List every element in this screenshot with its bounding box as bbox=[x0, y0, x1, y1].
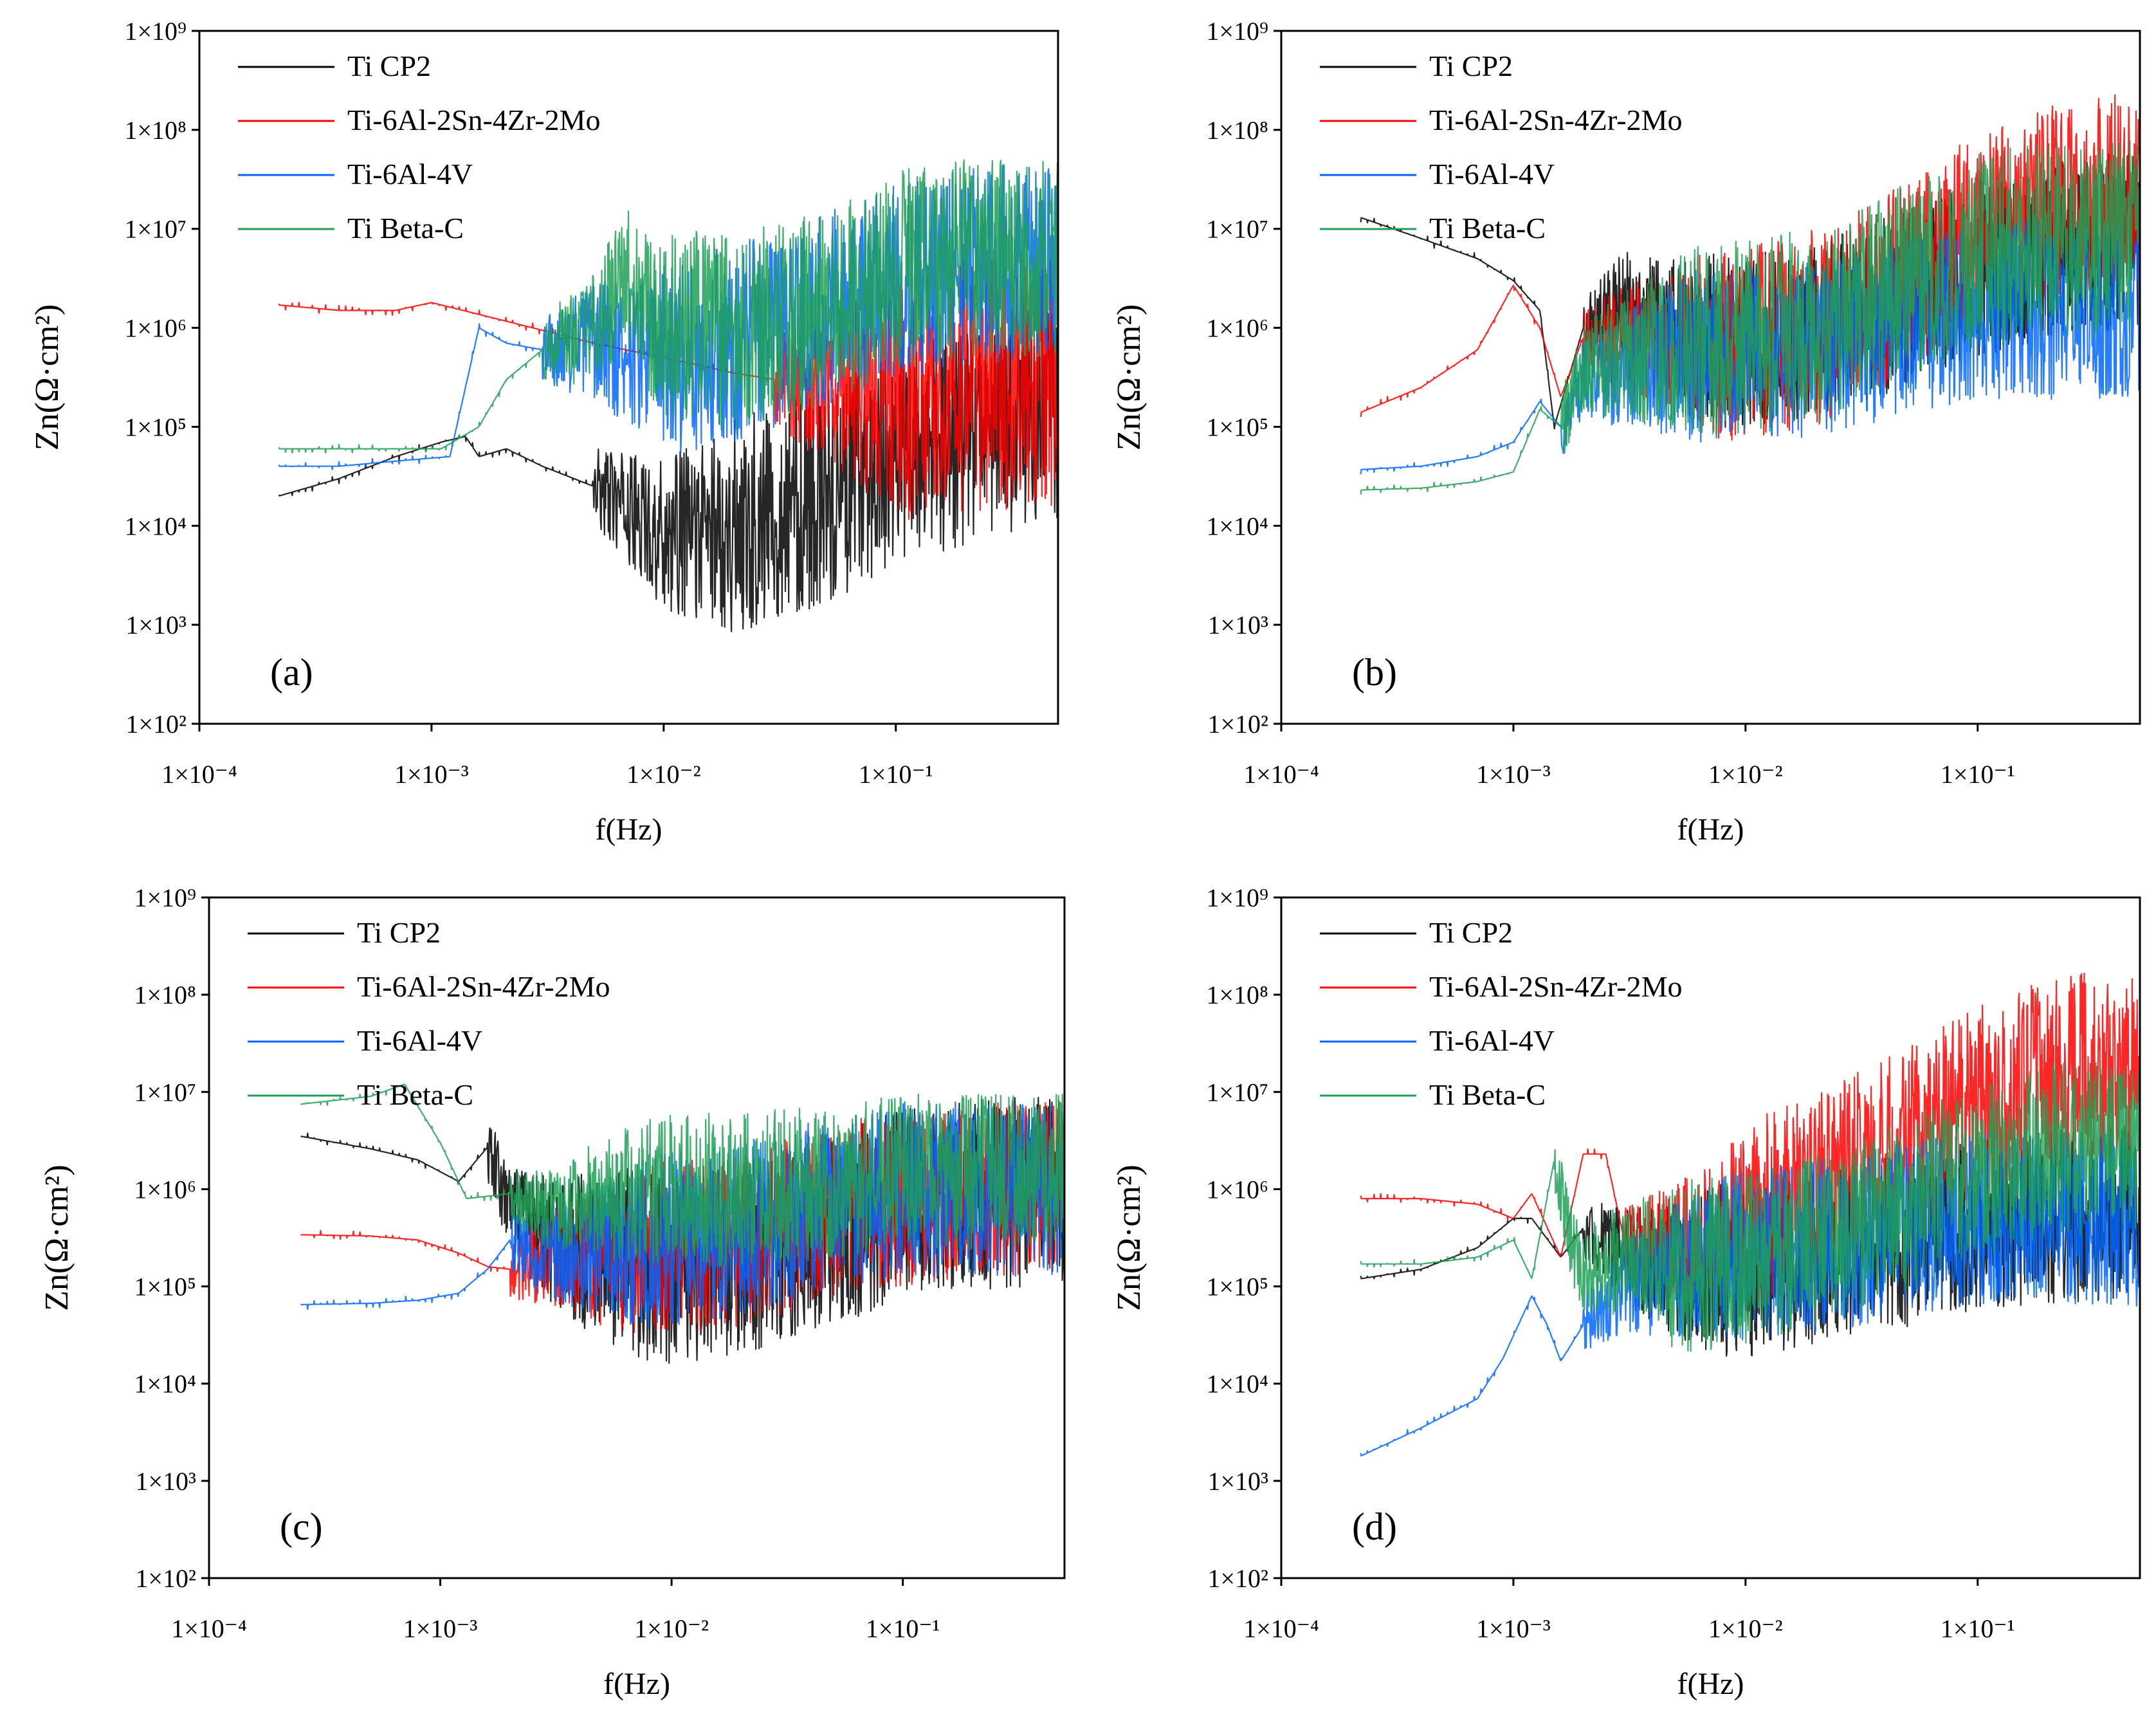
x-axis-title: f(Hz) bbox=[1677, 813, 1744, 847]
panel-a-chart: 1×10² 1×10³ 1×10⁴ 1×10⁵ 1×10⁶ 1×10⁷ 1×10⁸ 1×10⁹… bbox=[29, 17, 1059, 847]
panel-letter: (b) bbox=[1352, 651, 1397, 694]
y-tick-label: 1×10² bbox=[1207, 710, 1268, 739]
series-group bbox=[1360, 94, 2140, 495]
series-line-ti-beta-c bbox=[1360, 1056, 2140, 1352]
series-line-ti-beta-c bbox=[278, 159, 1058, 454]
legend-label: Ti-6Al-4V bbox=[347, 158, 473, 190]
y-tick-label: 1×10² bbox=[135, 1564, 196, 1593]
series-line-ti-beta-c bbox=[300, 1083, 1064, 1267]
y-tick-label: 1×10⁴ bbox=[124, 511, 187, 540]
panel-letter: (a) bbox=[270, 651, 313, 694]
x-tick-label: 1×10⁻³ bbox=[394, 760, 469, 789]
y-tick-label: 1×10⁹ bbox=[124, 17, 187, 46]
x-tick-label: 1×10⁻² bbox=[1708, 1614, 1783, 1643]
legend-label: Ti Beta-C bbox=[1429, 212, 1546, 244]
legend-label: Ti-6Al-2Sn-4Zr-2Mo bbox=[1429, 104, 1683, 136]
x-tick-label: 1×10⁻¹ bbox=[1941, 760, 2015, 789]
y-axis-title: Zn(Ω·cm²) bbox=[1111, 1164, 1147, 1310]
y-tick-label: 1×10² bbox=[1207, 1564, 1268, 1593]
y-tick-label: 1×10⁵ bbox=[1206, 412, 1268, 441]
legend-label: Ti-6Al-2Sn-4Zr-2Mo bbox=[1429, 970, 1683, 1003]
y-tick-label: 1×10⁵ bbox=[124, 412, 187, 441]
legend-label: Ti Beta-C bbox=[357, 1078, 473, 1111]
legend-label: Ti-6Al-2Sn-4Zr-2Mo bbox=[357, 970, 610, 1003]
y-tick-label: 1×10⁷ bbox=[1206, 215, 1268, 244]
x-tick-label: 1×10⁻² bbox=[626, 760, 701, 789]
legend-label: Ti-6Al-4V bbox=[1429, 1024, 1555, 1057]
x-tick-label: 1×10⁻⁴ bbox=[1243, 760, 1319, 789]
legend-label: Ti CP2 bbox=[1429, 50, 1513, 82]
y-tick-label: 1×10⁸ bbox=[1206, 116, 1268, 145]
x-axis-title: f(Hz) bbox=[1677, 1667, 1744, 1701]
y-tick-label: 1×10⁷ bbox=[134, 1078, 196, 1107]
y-tick-label: 1×10³ bbox=[1207, 1467, 1268, 1496]
y-tick-label: 1×10³ bbox=[125, 611, 187, 639]
y-tick-label: 1×10⁸ bbox=[1206, 980, 1268, 1009]
plot-area-frame bbox=[1280, 896, 2141, 1579]
series-line-ti-6al-2sn-4zr-2mo bbox=[1360, 972, 2140, 1303]
series-group bbox=[1360, 972, 2140, 1457]
y-tick-label: 1×10⁹ bbox=[1206, 883, 1268, 912]
y-axis-title: Zn(Ω·cm²) bbox=[39, 1164, 75, 1310]
x-tick-label: 1×10⁻¹ bbox=[1941, 1614, 2015, 1643]
x-tick-label: 1×10⁻³ bbox=[403, 1614, 478, 1643]
y-tick-label: 1×10⁸ bbox=[124, 116, 187, 145]
y-tick-label: 1×10⁸ bbox=[134, 980, 196, 1009]
x-tick-label: 1×10⁻¹ bbox=[866, 1614, 940, 1643]
panel-d-chart: 1×10² 1×10³ 1×10⁴ 1×10⁵ 1×10⁶ 1×10⁷ 1×10⁸ 1×10⁹… bbox=[1111, 883, 2141, 1701]
y-tick-label: 1×10⁶ bbox=[134, 1175, 196, 1204]
y-tick-label: 1×10⁵ bbox=[134, 1273, 196, 1301]
panel-b-chart: 1×10² 1×10³ 1×10⁴ 1×10⁵ 1×10⁶ 1×10⁷ 1×10⁸ 1×10⁹… bbox=[1111, 17, 2141, 847]
panel-letter: (d) bbox=[1352, 1505, 1397, 1548]
x-axis-title: f(Hz) bbox=[596, 813, 662, 847]
y-tick-label: 1×10⁴ bbox=[134, 1370, 196, 1399]
series-group bbox=[278, 159, 1058, 632]
x-tick-label: 1×10⁻⁴ bbox=[171, 1614, 247, 1643]
plot-area-frame bbox=[198, 30, 1059, 725]
x-tick-label: 1×10⁻³ bbox=[1476, 1614, 1551, 1643]
legend-label: Ti CP2 bbox=[347, 50, 431, 82]
x-tick-label: 1×10⁻⁴ bbox=[1243, 1614, 1319, 1643]
y-tick-label: 1×10⁴ bbox=[1206, 511, 1268, 540]
legend-label: Ti Beta-C bbox=[1429, 1078, 1546, 1111]
legend-label: Ti CP2 bbox=[357, 916, 441, 949]
y-axis-title: Zn(Ω·cm²) bbox=[1111, 304, 1147, 450]
legend-label: Ti-6Al-4V bbox=[357, 1024, 482, 1057]
y-tick-label: 1×10³ bbox=[135, 1467, 196, 1496]
legend-label: Ti Beta-C bbox=[347, 212, 464, 244]
panel-c-chart: 1×10² 1×10³ 1×10⁴ 1×10⁵ 1×10⁶ 1×10⁷ 1×10⁸ 1×10⁹… bbox=[39, 883, 1066, 1701]
y-tick-label: 1×10³ bbox=[1207, 611, 1268, 639]
y-tick-label: 1×10⁶ bbox=[1206, 314, 1268, 343]
x-tick-label: 1×10⁻¹ bbox=[859, 760, 933, 789]
y-tick-label: 1×10⁵ bbox=[1206, 1273, 1268, 1301]
y-tick-label: 1×10⁷ bbox=[124, 215, 187, 244]
legend-label: Ti-6Al-4V bbox=[1429, 158, 1555, 190]
y-tick-label: 1×10⁶ bbox=[1206, 1175, 1268, 1204]
y-tick-label: 1×10² bbox=[125, 710, 187, 739]
plot-area-frame bbox=[208, 896, 1066, 1579]
y-tick-label: 1×10⁶ bbox=[124, 314, 187, 343]
y-axis-title: Zn(Ω·cm²) bbox=[29, 304, 66, 450]
x-tick-label: 1×10⁻⁴ bbox=[161, 760, 237, 789]
x-axis-title: f(Hz) bbox=[603, 1667, 670, 1701]
y-tick-label: 1×10⁷ bbox=[1206, 1078, 1268, 1107]
x-tick-label: 1×10⁻³ bbox=[1476, 760, 1551, 789]
x-tick-label: 1×10⁻² bbox=[1708, 760, 1783, 789]
series-group bbox=[300, 1083, 1064, 1365]
plot-area-frame bbox=[1280, 30, 2141, 725]
series-line-ti-beta-c bbox=[1360, 140, 2140, 495]
legend-label: Ti-6Al-2Sn-4Zr-2Mo bbox=[347, 104, 601, 136]
x-tick-label: 1×10⁻² bbox=[634, 1614, 709, 1643]
y-tick-label: 1×10⁹ bbox=[134, 883, 196, 912]
y-tick-label: 1×10⁹ bbox=[1206, 17, 1268, 46]
y-tick-label: 1×10⁴ bbox=[1206, 1370, 1268, 1399]
panel-letter: (c) bbox=[280, 1505, 323, 1548]
legend-label: Ti CP2 bbox=[1429, 916, 1513, 949]
